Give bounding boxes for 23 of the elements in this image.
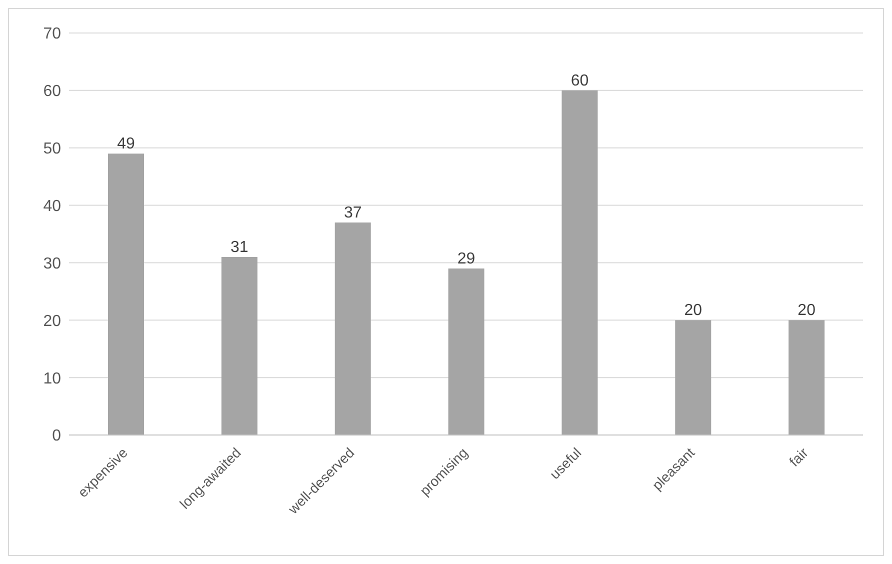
data-label: 49 bbox=[117, 136, 135, 153]
bar bbox=[334, 222, 371, 435]
y-tick-label: 20 bbox=[43, 312, 62, 330]
bar bbox=[448, 268, 484, 435]
y-tick-label: 30 bbox=[43, 255, 62, 272]
bar bbox=[108, 154, 144, 435]
y-tick-label: 10 bbox=[43, 370, 62, 388]
data-label: 20 bbox=[684, 302, 702, 320]
y-tick-label: 60 bbox=[43, 83, 62, 100]
bar bbox=[562, 90, 598, 435]
data-label: 31 bbox=[230, 238, 248, 256]
data-label: 20 bbox=[798, 302, 816, 320]
data-label: 29 bbox=[457, 250, 476, 268]
bar bbox=[675, 320, 712, 435]
data-label: 60 bbox=[570, 72, 589, 90]
x-tick-label: fair bbox=[786, 444, 812, 470]
y-tick-label: 40 bbox=[43, 198, 62, 215]
bar bbox=[221, 256, 258, 435]
y-tick-label: 50 bbox=[43, 140, 62, 158]
y-tick-label: 70 bbox=[43, 26, 62, 43]
y-tick-label: 0 bbox=[52, 428, 62, 445]
data-label: 37 bbox=[344, 204, 362, 222]
bar bbox=[788, 320, 825, 435]
